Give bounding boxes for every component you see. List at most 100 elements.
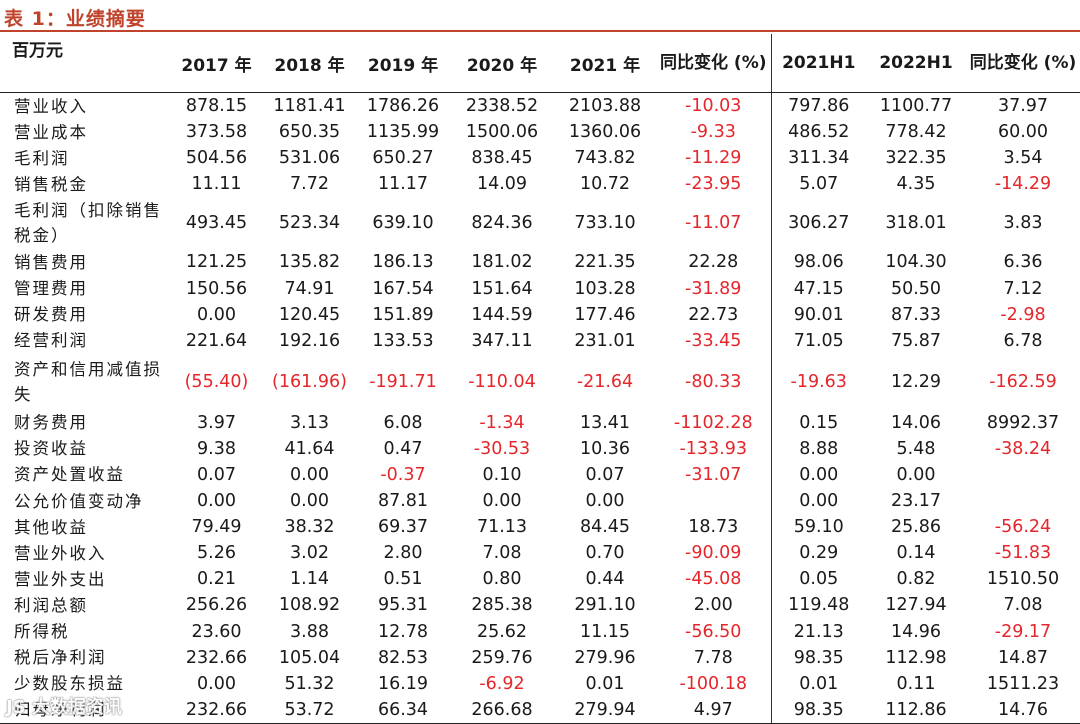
table-cell: 192.16 bbox=[278, 330, 341, 351]
table-cell: 1360.06 bbox=[568, 122, 642, 143]
row-label: 税后净利润 bbox=[14, 648, 107, 668]
table-cell: -0.37 bbox=[380, 464, 426, 485]
table-cell: 133.53 bbox=[372, 330, 434, 351]
table-cell: 486.52 bbox=[788, 122, 850, 143]
table-cell: 1500.06 bbox=[465, 122, 539, 143]
table-cell: 0.00 bbox=[197, 304, 236, 325]
table-cell: 53.72 bbox=[263, 696, 356, 724]
table-cell: 23.17 bbox=[890, 491, 942, 512]
table-cell: 95.31 bbox=[377, 595, 429, 616]
header-col: 2019 年 bbox=[356, 34, 450, 93]
table-cell: -19.63 bbox=[790, 371, 847, 392]
table-cell: 103.28 bbox=[574, 278, 636, 299]
table-cell: 71.13 bbox=[476, 517, 528, 538]
table-cell: 87.33 bbox=[890, 304, 942, 325]
table-cell: 259.76 bbox=[471, 647, 533, 668]
table-cell: 0.07 bbox=[197, 464, 236, 485]
table-row: 所得税 23.60 3.88 12.78 25.62 11.15 -56.50 21.13 14… bbox=[0, 618, 1080, 645]
table-cell: 186.13 bbox=[372, 252, 434, 273]
table-cell: 221.35 bbox=[574, 252, 636, 273]
table-cell: 3.88 bbox=[290, 621, 329, 642]
table-cell: 0.00 bbox=[799, 464, 839, 485]
table-cell: 12.29 bbox=[890, 371, 942, 392]
table-cell: 639.10 bbox=[372, 213, 434, 234]
table-cell: 14.09 bbox=[476, 174, 528, 195]
table-cell: 18.73 bbox=[656, 514, 772, 541]
table-cell: 104.30 bbox=[885, 252, 947, 273]
table-cell: 279.96 bbox=[574, 647, 636, 668]
table-cell: -100.18 bbox=[656, 670, 772, 697]
table-cell: 232.66 bbox=[170, 696, 263, 724]
table-cell: -10.03 bbox=[656, 92, 772, 120]
table-cell: 0.00 bbox=[896, 464, 936, 485]
table-cell: 84.45 bbox=[579, 517, 631, 538]
table-cell: -51.83 bbox=[994, 543, 1052, 564]
table-cell: 25.86 bbox=[890, 517, 942, 538]
table-cell: 306.27 bbox=[788, 213, 850, 234]
table-cell: 0.00 bbox=[290, 464, 329, 485]
table-cell: 878.15 bbox=[185, 96, 248, 117]
table-cell: 121.25 bbox=[185, 252, 248, 273]
table-cell: 3.83 bbox=[1003, 213, 1043, 234]
row-label: 销售费用 bbox=[14, 252, 88, 272]
table-cell: 0.47 bbox=[383, 438, 423, 459]
table-cell: 650.27 bbox=[372, 148, 434, 169]
table-cell: -133.93 bbox=[656, 435, 772, 462]
table-cell: 0.15 bbox=[799, 412, 839, 433]
table-cell: 14.76 bbox=[966, 696, 1080, 724]
table-cell: 266.68 bbox=[450, 696, 554, 724]
table-cell: 135.82 bbox=[278, 252, 341, 273]
row-label: 利润总额 bbox=[14, 595, 88, 615]
table-cell: -31.07 bbox=[656, 461, 772, 489]
table-row: 毛利润 504.56 531.06 650.27 838.45 743.82 -11.29 3… bbox=[0, 145, 1080, 172]
table-cell: 37.97 bbox=[997, 96, 1049, 117]
table-cell: 0.70 bbox=[585, 543, 625, 564]
table-cell: 74.91 bbox=[284, 278, 335, 299]
table-cell: 279.94 bbox=[554, 696, 656, 724]
table-cell: 11.15 bbox=[579, 621, 631, 642]
table-row: 其他收益 79.49 38.32 69.37 71.13 84.45 18.73 59.10 2… bbox=[0, 514, 1080, 541]
table-cell: -33.45 bbox=[656, 327, 772, 354]
table-row: 营业成本 373.58 650.35 1135.99 1500.06 1360.06 -9.… bbox=[0, 119, 1080, 146]
table-cell: 112.98 bbox=[885, 647, 947, 668]
table-cell: -45.08 bbox=[656, 566, 772, 593]
table-cell: 4.35 bbox=[896, 174, 936, 195]
table-cell: -31.89 bbox=[656, 275, 772, 302]
table-cell: 14.06 bbox=[890, 412, 942, 433]
table-cell: 0.82 bbox=[896, 569, 936, 590]
table-row: 毛利润（扣除销售税金） 493.45 523.34 639.10 824.36 733.1… bbox=[0, 197, 1080, 250]
table-cell: 8992.37 bbox=[986, 412, 1060, 433]
table-cell: 0.21 bbox=[197, 569, 236, 590]
table-cell: 2.80 bbox=[383, 543, 423, 564]
table-cell: 231.01 bbox=[574, 330, 636, 351]
table-cell: 0.00 bbox=[197, 673, 236, 694]
table-cell: 22.28 bbox=[656, 249, 772, 276]
row-label: 营业外支出 bbox=[14, 569, 107, 589]
table-cell: 5.48 bbox=[896, 438, 936, 459]
row-label: 资产处置收益 bbox=[14, 465, 125, 485]
table-cell: 13.41 bbox=[579, 412, 631, 433]
table-cell: 2103.88 bbox=[568, 96, 642, 117]
table-cell: 14.87 bbox=[997, 647, 1049, 668]
table-cell: 0.00 bbox=[799, 491, 839, 512]
table-cell bbox=[966, 488, 1080, 514]
table-cell: 151.89 bbox=[372, 304, 434, 325]
table-cell: 14.96 bbox=[890, 621, 942, 642]
table-cell: 0.51 bbox=[383, 569, 423, 590]
table-cell: 127.94 bbox=[885, 595, 947, 616]
header-col: 2020 年 bbox=[450, 34, 554, 93]
table-cell: 112.86 bbox=[866, 696, 966, 724]
table-cell: 318.01 bbox=[885, 213, 947, 234]
table-cell: 181.02 bbox=[471, 252, 533, 273]
table-title: 表 1：业绩摘要 bbox=[4, 8, 146, 30]
table-cell bbox=[966, 462, 1080, 488]
table-cell: -110.04 bbox=[468, 371, 536, 392]
header-col: 2017 年 bbox=[170, 34, 263, 93]
table-row: 利润总额 256.26 108.92 95.31 285.38 291.10 2.00 119… bbox=[0, 592, 1080, 619]
table-cell: 177.46 bbox=[574, 304, 636, 325]
table-cell: 144.59 bbox=[471, 304, 533, 325]
table-cell: 0.01 bbox=[799, 673, 839, 694]
table-cell: -30.53 bbox=[473, 438, 531, 459]
table-cell: 232.66 bbox=[185, 647, 248, 668]
row-label: 营业成本 bbox=[14, 122, 88, 142]
